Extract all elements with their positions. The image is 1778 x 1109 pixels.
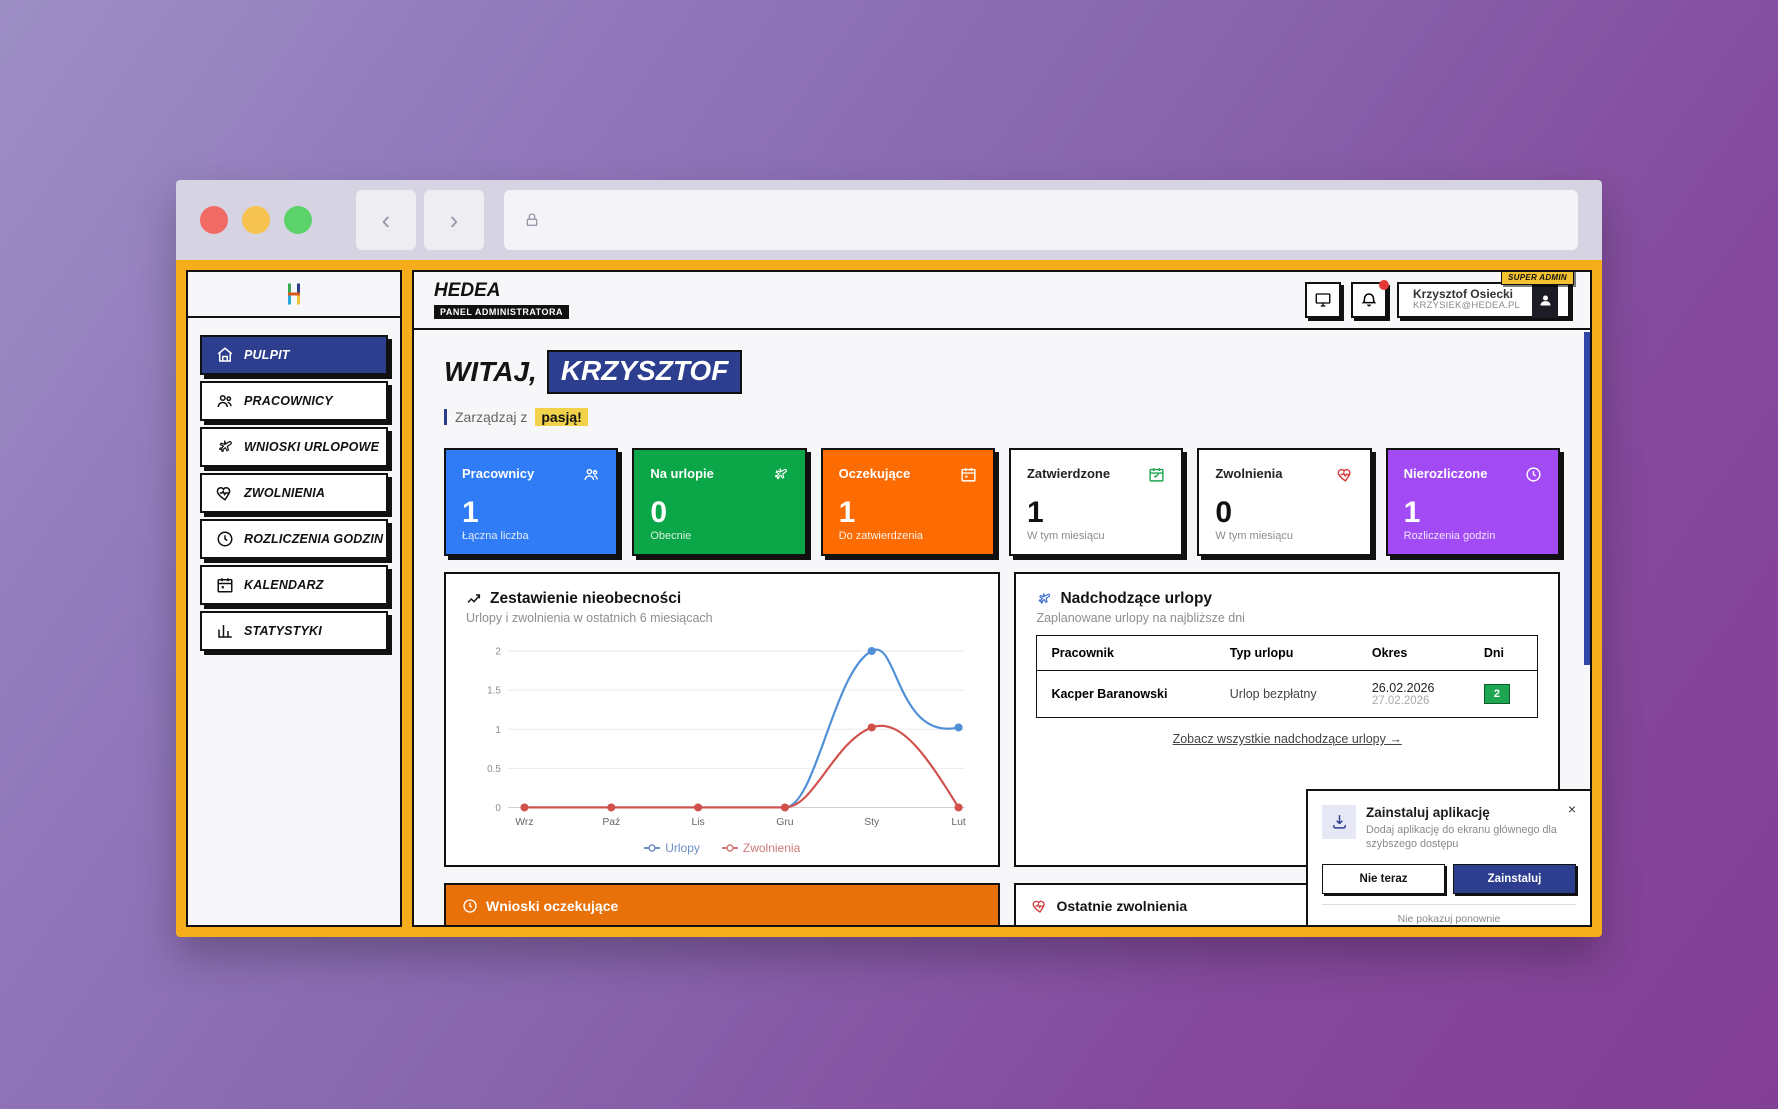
- svg-text:0.5: 0.5: [487, 764, 501, 775]
- svg-text:1.5: 1.5: [487, 686, 501, 697]
- svg-text:Paź: Paź: [602, 817, 620, 828]
- svg-text:2: 2: [495, 647, 501, 658]
- svg-text:0: 0: [495, 803, 501, 814]
- svg-text:Sty: Sty: [864, 817, 880, 828]
- svg-text:Lis: Lis: [691, 817, 704, 828]
- svg-text:Gru: Gru: [776, 817, 794, 828]
- svg-text:1: 1: [495, 725, 501, 736]
- svg-text:Lut: Lut: [951, 817, 966, 828]
- svg-text:Wrz: Wrz: [515, 817, 533, 828]
